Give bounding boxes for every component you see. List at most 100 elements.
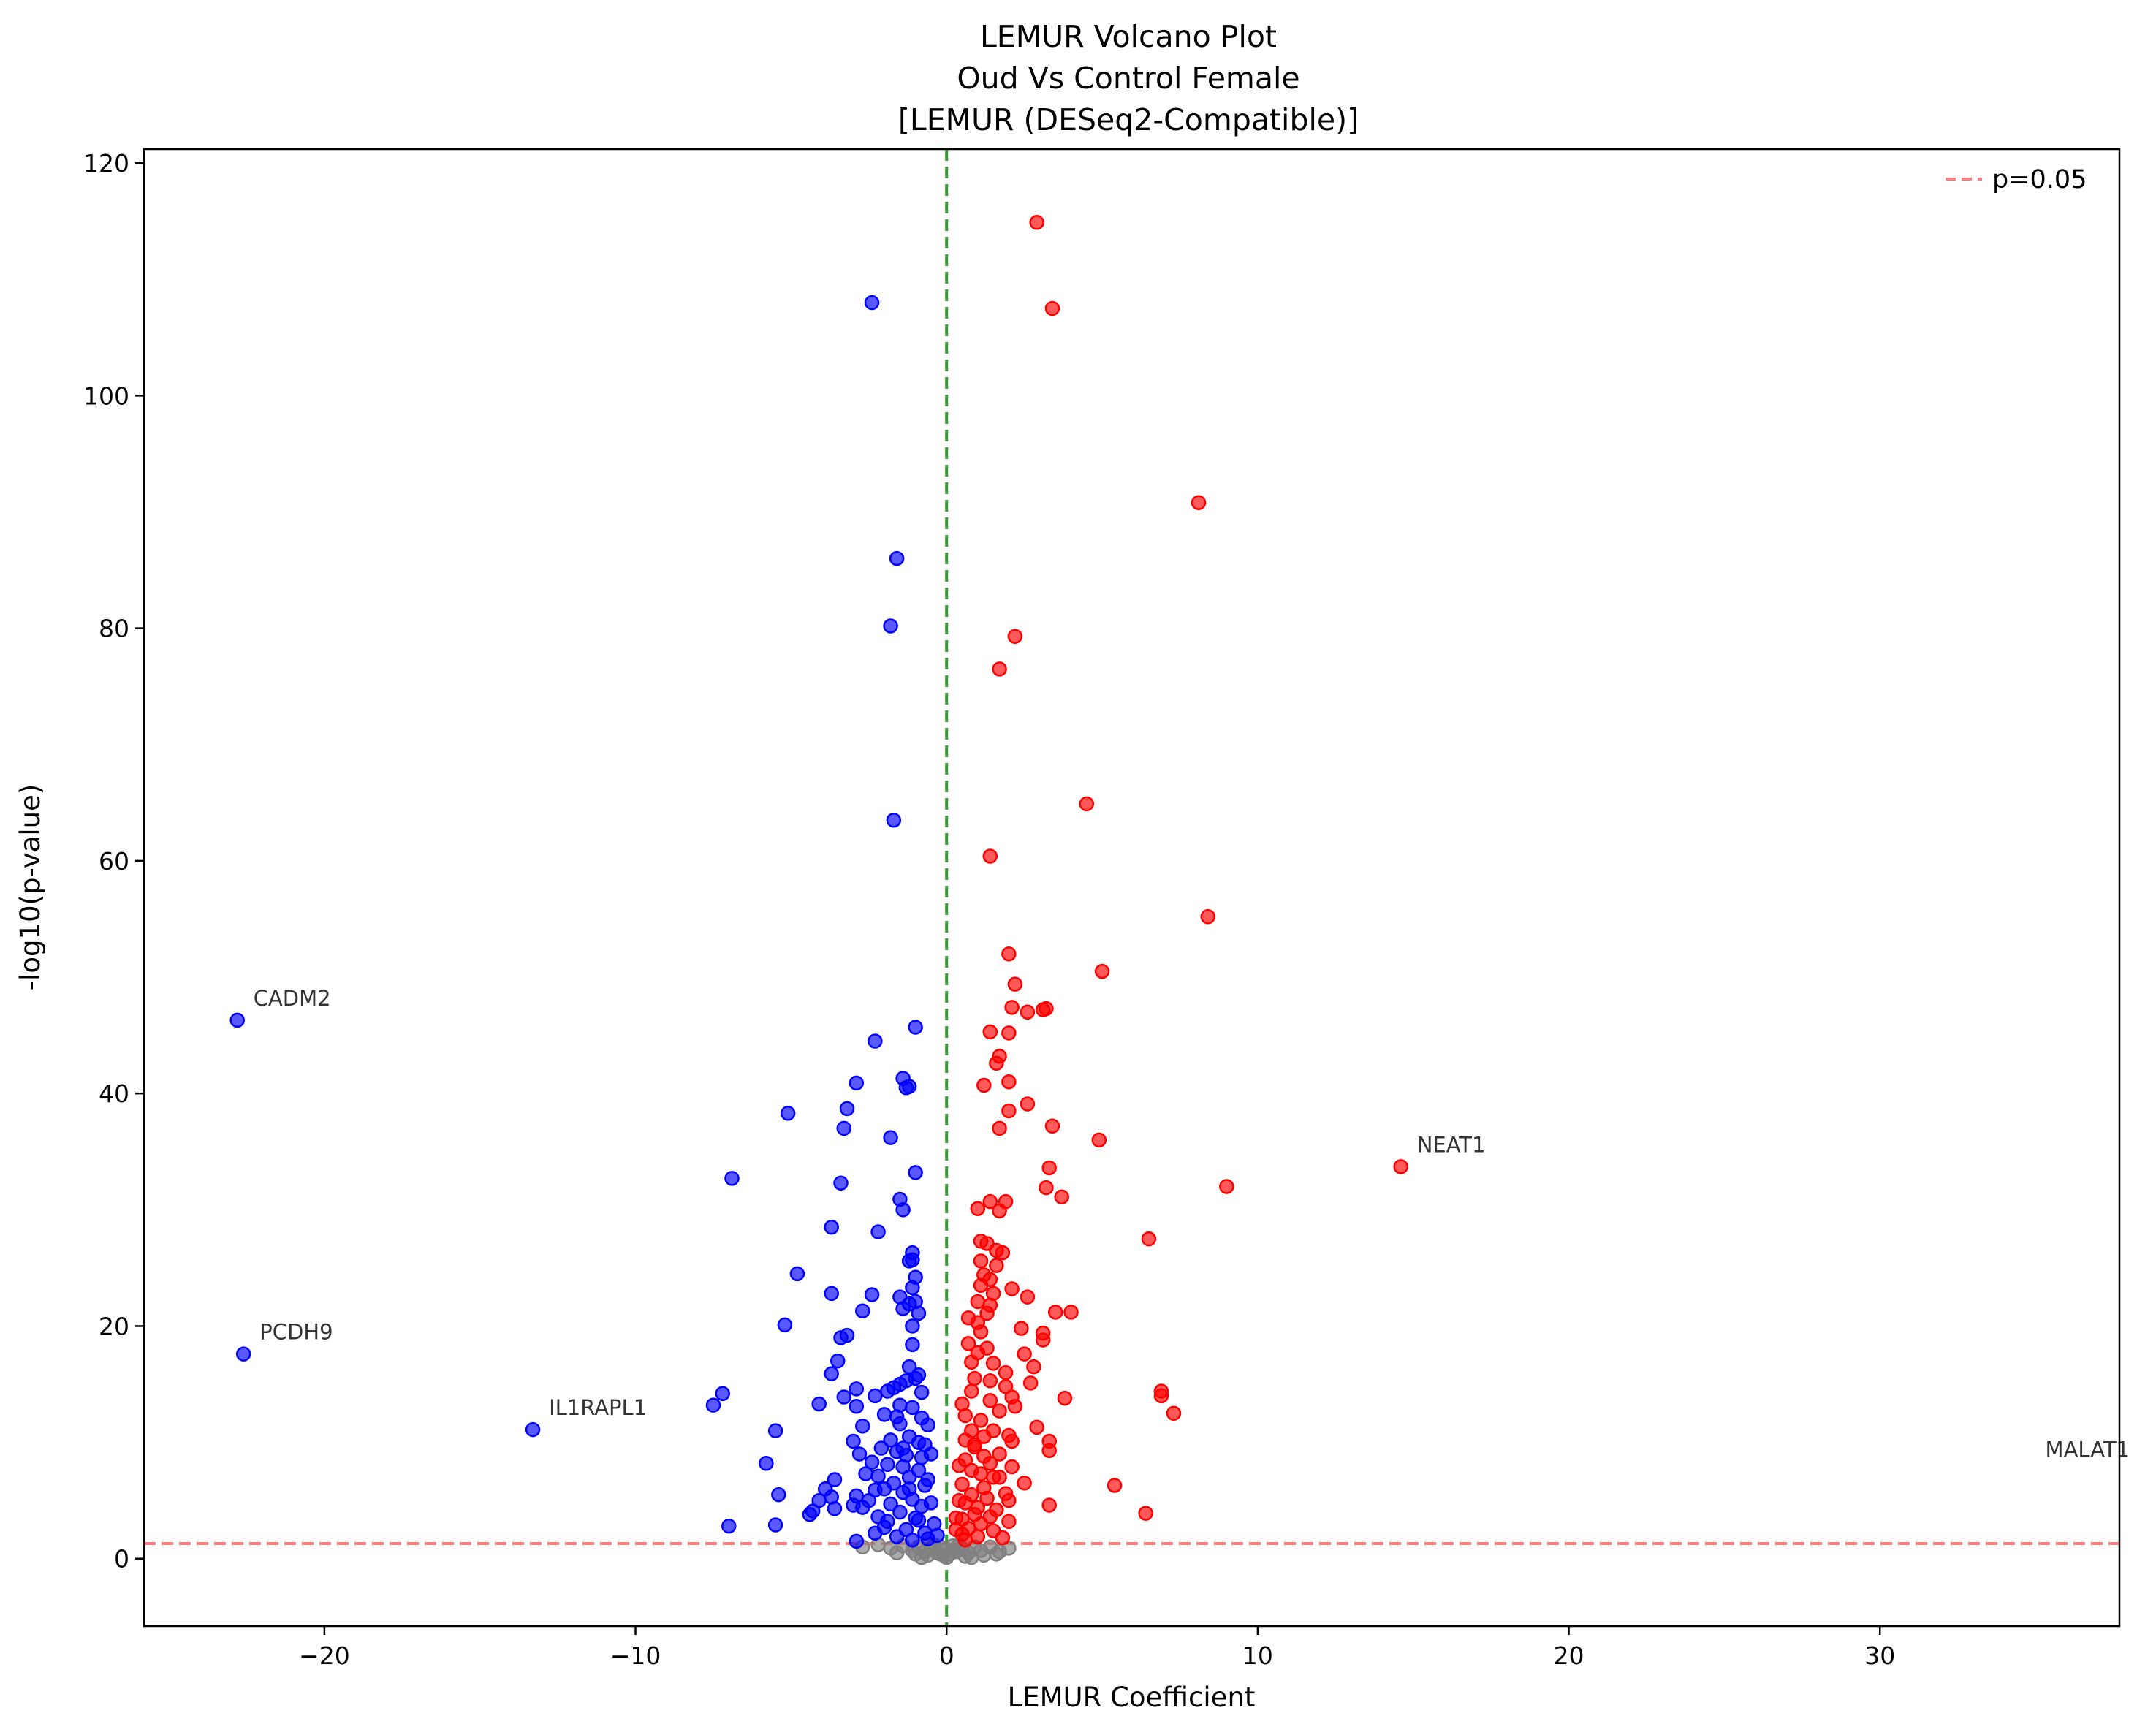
data-point-down xyxy=(777,1317,793,1333)
data-point-down xyxy=(870,1468,886,1484)
data-point-up xyxy=(1020,1096,1036,1112)
data-point-up xyxy=(1044,300,1060,316)
data-point-up xyxy=(995,1530,1011,1546)
data-point-up xyxy=(973,1516,989,1532)
data-point-down xyxy=(229,1012,245,1028)
data-point-nonsig xyxy=(889,1545,905,1560)
data-point-down xyxy=(836,1120,852,1136)
data-point-up xyxy=(1001,1492,1017,1508)
data-point-up xyxy=(1191,495,1207,511)
data-point-up xyxy=(1035,1332,1051,1348)
data-point-down xyxy=(880,1457,895,1473)
data-point-up xyxy=(1039,1180,1054,1196)
data-point-down xyxy=(870,1224,886,1239)
data-point-up xyxy=(973,1466,989,1481)
gene-label: MALAT1 xyxy=(2046,1437,2130,1462)
data-point-down xyxy=(824,1286,839,1302)
data-point-down xyxy=(235,1346,251,1362)
data-point-up xyxy=(1029,1419,1044,1435)
data-point-up xyxy=(1004,1433,1020,1449)
data-point-down xyxy=(824,1219,839,1235)
data-point-down xyxy=(901,1253,917,1269)
data-point-up xyxy=(1057,1390,1073,1406)
data-point-down xyxy=(868,1388,883,1404)
data-point-down xyxy=(855,1500,870,1515)
data-point-up xyxy=(952,1492,967,1508)
data-point-up xyxy=(1094,963,1110,979)
data-point-up xyxy=(1200,909,1216,925)
data-point-up xyxy=(1035,1002,1051,1017)
x-tick-label: 10 xyxy=(1242,1641,1273,1670)
data-point-nonsig xyxy=(933,1546,948,1562)
title-line-3: [LEMUR (DESeq2-Compatible)] xyxy=(898,102,1359,137)
data-point-down xyxy=(873,1440,889,1456)
data-point-up xyxy=(1001,1025,1017,1041)
data-point-down xyxy=(851,1446,868,1462)
data-point-up xyxy=(1001,946,1017,962)
data-point-up xyxy=(982,1024,998,1040)
data-point-up xyxy=(954,1476,970,1492)
data-point-up xyxy=(976,1429,992,1444)
data-point-up xyxy=(973,1277,989,1293)
data-point-up xyxy=(1041,1497,1057,1513)
data-point-nonsig xyxy=(964,1549,979,1565)
data-point-down xyxy=(724,1171,740,1186)
data-point-up xyxy=(992,1120,1007,1136)
y-axis-ticks: 0 20 40 60 80 100 120 xyxy=(83,149,144,1573)
data-point-up xyxy=(1091,1132,1107,1148)
data-point-down xyxy=(905,1532,920,1548)
data-point-down xyxy=(914,1384,930,1400)
data-point-up xyxy=(982,1193,998,1210)
data-point-down xyxy=(901,1359,917,1375)
gene-label: PCDH9 xyxy=(259,1320,333,1345)
data-point-down xyxy=(811,1396,827,1412)
data-point-down xyxy=(895,1301,911,1316)
data-point-down xyxy=(824,1366,839,1381)
data-point-up xyxy=(1029,215,1044,230)
data-point-down xyxy=(849,1381,865,1397)
y-tick-label: 40 xyxy=(99,1079,129,1108)
data-point-down xyxy=(880,1383,895,1399)
data-point-down xyxy=(883,618,898,634)
data-point-down xyxy=(892,1416,908,1432)
data-point-down xyxy=(864,295,880,311)
data-point-up xyxy=(957,1408,973,1424)
data-point-up xyxy=(1020,1004,1036,1020)
x-tick-label: 0 xyxy=(939,1641,954,1670)
data-point-down xyxy=(827,1501,843,1516)
data-point-down xyxy=(895,1440,911,1456)
data-point-down xyxy=(836,1389,852,1405)
data-point-up xyxy=(998,1364,1014,1381)
data-point-up xyxy=(1041,1160,1057,1176)
x-tick-label: −10 xyxy=(610,1641,661,1670)
data-point-up xyxy=(992,1403,1007,1419)
data-point-up xyxy=(1047,1305,1063,1320)
data-point-down xyxy=(883,1432,898,1448)
data-point-nonsig xyxy=(989,1546,1004,1562)
data-point-up xyxy=(1004,1459,1020,1475)
data-point-up xyxy=(1007,1398,1023,1414)
data-points xyxy=(229,215,1408,1565)
data-point-up xyxy=(992,1446,1007,1462)
data-point-down xyxy=(898,1079,914,1096)
data-point-up xyxy=(973,1253,989,1269)
gene-label: CADM2 xyxy=(254,986,331,1011)
data-point-down xyxy=(864,1287,880,1302)
y-axis-label: -log10(p-value) xyxy=(15,784,46,991)
data-point-up xyxy=(1026,1359,1041,1375)
data-point-down xyxy=(849,1075,865,1091)
gene-label: NEAT1 xyxy=(1417,1132,1486,1157)
data-point-up xyxy=(1014,1321,1029,1336)
data-point-down xyxy=(905,1400,920,1416)
gene-label: IL1RAPL1 xyxy=(549,1395,647,1420)
data-point-down xyxy=(759,1455,774,1471)
data-point-down xyxy=(789,1266,805,1282)
x-tick-label: 20 xyxy=(1554,1641,1584,1670)
data-point-up xyxy=(1007,976,1023,992)
data-point-down xyxy=(705,1397,721,1413)
data-point-up xyxy=(1001,1074,1017,1090)
data-point-up xyxy=(1004,1000,1020,1015)
data-point-down xyxy=(889,1529,905,1544)
data-point-up xyxy=(985,1470,1001,1485)
